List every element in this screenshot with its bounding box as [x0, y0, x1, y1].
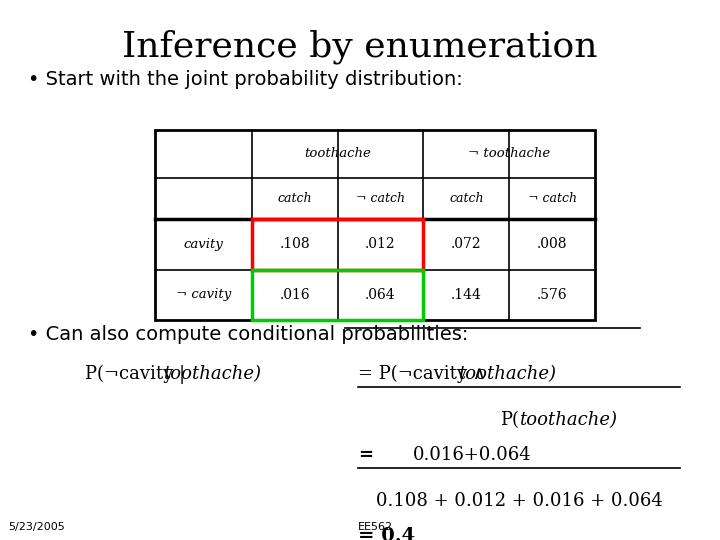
Text: toothache: toothache: [304, 147, 371, 160]
Text: 0.016+0.064: 0.016+0.064: [413, 446, 531, 464]
Text: cavity: cavity: [184, 238, 223, 251]
Bar: [155, 130, 595, 320]
Bar: [252, 269, 423, 320]
Text: .012: .012: [365, 238, 396, 252]
Text: .072: .072: [451, 238, 482, 252]
Text: catch: catch: [449, 192, 484, 205]
Text: ¬ toothache: ¬ toothache: [468, 147, 550, 160]
Text: = 0.4: = 0.4: [358, 527, 415, 540]
Text: .108: .108: [279, 238, 310, 252]
Text: EE562: EE562: [358, 522, 393, 532]
Text: • Start with the joint probability distribution:: • Start with the joint probability distr…: [28, 70, 463, 89]
Text: .064: .064: [365, 288, 396, 302]
Bar: [252, 219, 423, 269]
Text: ¬ catch: ¬ catch: [528, 192, 577, 205]
Text: toothache): toothache): [458, 365, 556, 383]
Text: ¬ catch: ¬ catch: [356, 192, 405, 205]
Text: P(: P(: [500, 411, 519, 429]
Text: Inference by enumeration: Inference by enumeration: [122, 30, 598, 64]
Text: toothache): toothache): [163, 365, 261, 383]
Text: = P(¬cavity ∧: = P(¬cavity ∧: [358, 365, 492, 383]
Text: .144: .144: [451, 288, 482, 302]
Text: ¬ cavity: ¬ cavity: [176, 288, 231, 301]
Text: =: =: [358, 446, 373, 464]
Text: toothache): toothache): [519, 411, 617, 429]
Text: 5/23/2005: 5/23/2005: [8, 522, 65, 532]
Text: 0.108 + 0.012 + 0.016 + 0.064: 0.108 + 0.012 + 0.016 + 0.064: [376, 492, 662, 510]
Text: catch: catch: [277, 192, 312, 205]
Text: • Can also compute conditional probabilities:: • Can also compute conditional probabili…: [28, 325, 469, 344]
Text: P(¬cavity |: P(¬cavity |: [85, 365, 191, 384]
Text: .016: .016: [279, 288, 310, 302]
Text: .008: .008: [537, 238, 567, 252]
Text: .576: .576: [537, 288, 567, 302]
